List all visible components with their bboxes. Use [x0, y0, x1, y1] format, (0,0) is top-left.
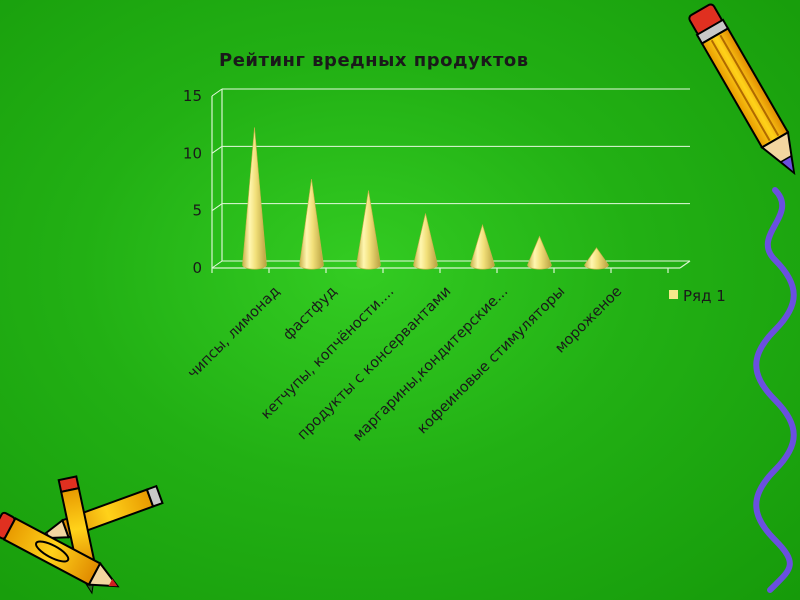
- gridline-depth: [211, 88, 223, 97]
- bar-cone: [527, 235, 552, 270]
- crossed-pencils-icon: [0, 475, 164, 595]
- y-tick-label: 5: [192, 202, 202, 220]
- bar-cone-shape: [299, 178, 324, 270]
- bar-cone-shape: [470, 223, 495, 270]
- bar-cone-shape: [527, 235, 552, 270]
- wavy-line: [753, 187, 797, 593]
- chart-grid: [211, 88, 690, 269]
- bar-cone-shape: [242, 127, 267, 270]
- x-tick-label: чипсы, лимонад: [185, 284, 283, 382]
- bar-cone: [413, 213, 438, 270]
- y-tick-label: 10: [183, 144, 202, 162]
- pencil-icon: [688, 3, 796, 176]
- chart: Рейтинг вредных продуктов 0 5 10 15 чипсы, …: [183, 50, 726, 445]
- chart-title: Рейтинг вредных продуктов: [219, 50, 529, 71]
- bar-cone: [470, 223, 495, 270]
- floor-edge: [679, 260, 691, 269]
- bar-cone-shape: [413, 213, 438, 270]
- legend-label: Ряд 1: [683, 287, 726, 305]
- bar-cone: [242, 127, 267, 270]
- legend-swatch: [669, 290, 678, 299]
- bar-cone: [299, 178, 324, 270]
- gridline-depth: [211, 203, 223, 212]
- chart-axes: [211, 89, 691, 273]
- gridline-depth: [211, 145, 223, 154]
- x-tick-label: фастфуд: [280, 284, 340, 344]
- bar-cone-shape: [584, 247, 609, 270]
- y-axis-ticks: 0 5 10 15: [183, 87, 202, 277]
- bar-cone: [584, 247, 609, 270]
- y-tick-label: 15: [183, 87, 202, 105]
- gridline-depth: [211, 260, 223, 269]
- chart-bars: [242, 127, 609, 270]
- legend: Ряд 1: [669, 287, 726, 305]
- bar-cone: [356, 190, 381, 270]
- y-tick-label: 0: [192, 259, 202, 277]
- bar-cone-shape: [356, 190, 381, 270]
